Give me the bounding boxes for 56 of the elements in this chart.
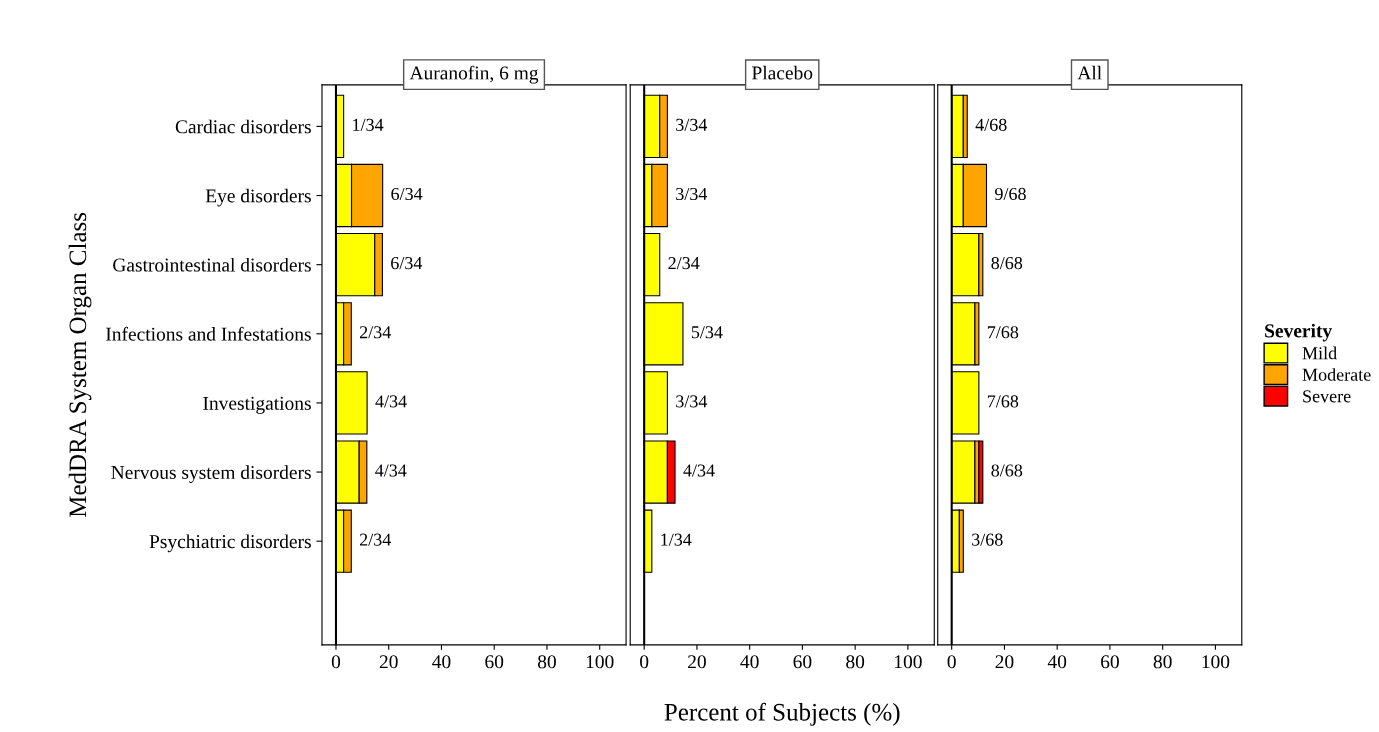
total-label: 3/68	[972, 533, 1003, 546]
total-label: 6/34	[391, 257, 423, 270]
total-label: 5/34	[691, 326, 723, 339]
total-label: 8/68	[991, 464, 1023, 477]
x-tick-label: 80	[537, 655, 556, 669]
total-label: 3/34	[676, 187, 708, 201]
x-tick-label: 0	[331, 655, 341, 669]
y-tick-label: Eye disorders	[205, 188, 311, 207]
y-tick-label: Cardiac disorders	[175, 119, 311, 134]
total-label: 3/34	[676, 395, 708, 408]
total-label: 4/68	[975, 118, 1007, 131]
x-tick-label: 60	[1101, 655, 1119, 669]
x-tick-label: 20	[688, 655, 706, 669]
x-tick-label: 100	[895, 655, 922, 669]
total-label: 2/34	[668, 257, 700, 270]
x-tick-label: 60	[793, 655, 812, 669]
legend-label: Mild	[1302, 346, 1337, 360]
x-tick-label: 40	[740, 655, 759, 669]
x-tick-label: 80	[846, 655, 865, 669]
y-axis-title: MedDRA System Organ Class	[68, 212, 92, 518]
total-label: 1/34	[353, 118, 384, 131]
y-tick-label: Nervous system disorders	[111, 465, 311, 483]
total-label: 4/34	[375, 395, 407, 408]
x-tick-label: 100	[586, 655, 614, 669]
chart-title: Auranofin, 6 mg	[409, 65, 539, 84]
y-tick-label: Infections and Infestations	[106, 326, 311, 341]
chart-title: All	[1077, 65, 1102, 80]
x-tick-label: 60	[485, 655, 504, 669]
x-tick-label: 80	[1153, 655, 1172, 669]
total-label: 2/34	[359, 533, 391, 546]
total-label: 2/34	[359, 326, 391, 339]
x-tick-label: 20	[995, 655, 1014, 669]
legend-label: Severe	[1303, 390, 1351, 403]
x-tick-label: 40	[1047, 655, 1067, 669]
legend-label: Moderate	[1302, 368, 1371, 381]
bar	[978, 440, 984, 504]
total-label: 4/34	[683, 464, 715, 477]
y-tick-label: Investigations	[203, 396, 311, 414]
x-tick-label: 0	[640, 655, 649, 669]
legend-title: Severity	[1265, 323, 1332, 342]
x-tick-label: 20	[379, 655, 398, 669]
total-label: 7/68	[987, 395, 1019, 408]
y-tick-label: Psychiatric disorders	[149, 534, 311, 553]
y-tick-label: Gastrointestinal disorders	[113, 257, 311, 272]
x-tick-label: 40	[432, 655, 451, 669]
total-label: 3/34	[676, 118, 708, 131]
x-axis-title: Percent of Subjects (%)	[664, 702, 900, 726]
total-label: 9/68	[995, 187, 1026, 201]
total-label: 1/34	[661, 533, 692, 546]
x-tick-label: 100	[1202, 655, 1230, 669]
x-tick-label: 0	[947, 655, 956, 669]
total-label: 4/34	[375, 464, 407, 477]
total-label: 8/68	[991, 256, 1023, 270]
chart-title: Placebo	[752, 65, 813, 80]
total-label: 6/34	[391, 187, 423, 201]
total-label: 7/68	[987, 326, 1019, 339]
